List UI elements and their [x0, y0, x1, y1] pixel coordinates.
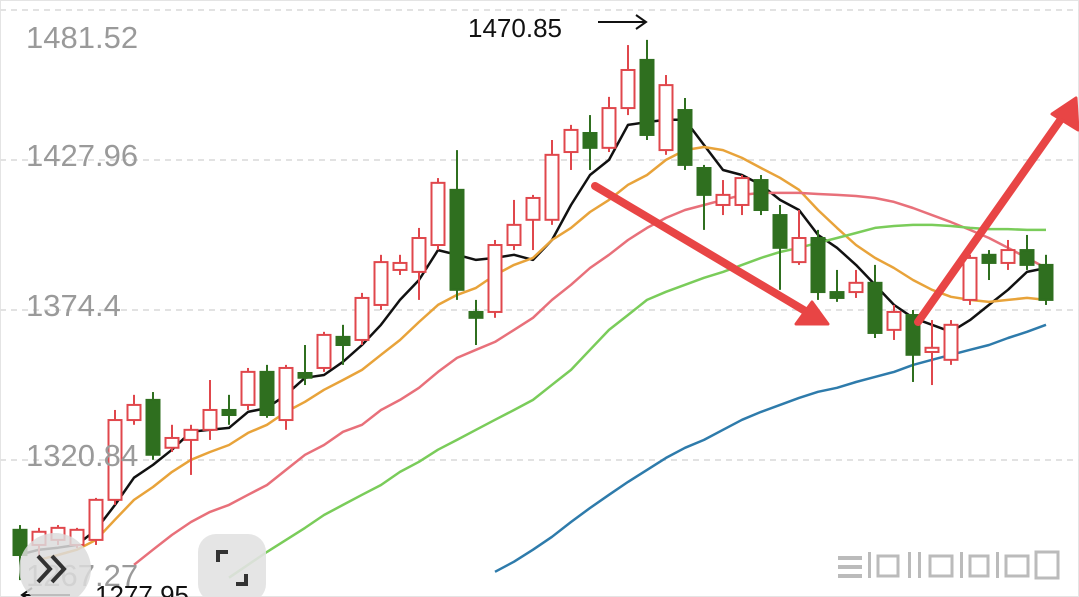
candles [12, 39, 1054, 581]
candle-body [392, 261, 408, 271]
ma-line [38, 145, 1047, 562]
candle-body [297, 371, 313, 379]
candle-body [373, 261, 389, 306]
y-tick-label: 1320.84 [26, 438, 138, 473]
candle-body [449, 188, 465, 291]
candle-body [221, 408, 237, 417]
max-annotation: 1470.85 [468, 13, 562, 43]
candle-body [544, 153, 560, 221]
down-arrow [591, 182, 816, 319]
candle-body [126, 403, 142, 422]
candle-body [1019, 249, 1035, 266]
candle-body [468, 310, 484, 319]
candle-body [601, 107, 617, 149]
candle-body [886, 310, 902, 331]
down-arrowhead [794, 300, 830, 326]
up-arrowhead [1050, 96, 1079, 132]
candle-body [145, 398, 161, 456]
candle-body [525, 196, 541, 221]
candle-body [981, 253, 997, 264]
candle-body [810, 237, 826, 294]
candle-body [639, 58, 655, 136]
candle-body [753, 179, 769, 212]
candle-body [12, 528, 28, 557]
up-arrow [914, 108, 1070, 326]
candle-body [677, 109, 693, 166]
candle-body [848, 281, 864, 294]
candle-body [183, 428, 199, 441]
candle-body [1038, 263, 1054, 301]
candle-body [867, 281, 883, 334]
fullscreen-button[interactable] [198, 534, 266, 597]
candle-body [715, 193, 731, 206]
y-tick-label: 1427.96 [26, 138, 138, 173]
candle-body [335, 335, 351, 346]
ma-line [133, 191, 1047, 566]
candle-body [88, 498, 104, 541]
candle-body [107, 419, 123, 501]
watermark [838, 550, 1060, 580]
max-pointer [598, 14, 648, 30]
min-annotation: 1277.95 [95, 580, 189, 597]
candle-body [430, 181, 446, 247]
candle-body [316, 333, 332, 369]
candle-body [582, 131, 598, 149]
candle-body [506, 223, 522, 247]
candle-body [772, 214, 788, 249]
candle-body [487, 244, 503, 313]
candle-body [696, 167, 712, 196]
candle-body [278, 366, 294, 422]
candle-body [354, 296, 370, 341]
candle-body [240, 370, 256, 406]
y-tick-label: 1481.52 [26, 20, 138, 55]
candle-body [164, 436, 180, 449]
candle-body [791, 237, 807, 264]
y-tick-label: 1374.4 [26, 288, 121, 323]
expand-button[interactable] [19, 533, 91, 597]
trend-arrows [591, 96, 1079, 326]
candle-body [620, 68, 636, 110]
candle-body [829, 291, 845, 299]
candle-body [734, 177, 750, 206]
candle-body [1000, 249, 1016, 264]
candle-body [563, 128, 579, 154]
candle-body [943, 323, 959, 361]
candle-body [962, 256, 978, 301]
candle-body [202, 408, 218, 431]
candle-body [658, 84, 674, 152]
candle-body [259, 370, 275, 417]
candle-body [924, 346, 940, 353]
ma-line [228, 223, 1046, 579]
candle-body [411, 237, 427, 273]
